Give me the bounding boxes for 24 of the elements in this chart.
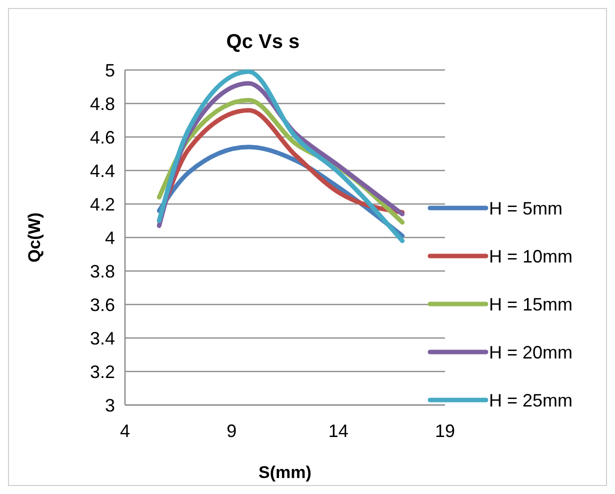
y-tick-label: 4.6	[90, 127, 115, 148]
y-tick-label: 4.8	[90, 94, 115, 114]
y-tick-label: 4.2	[90, 194, 115, 214]
y-axis-title: Qc(W)	[25, 212, 44, 263]
legend-label: H = 20mm	[489, 342, 573, 362]
y-tick-label: 4.4	[90, 160, 115, 181]
legend-label: H = 5mm	[489, 198, 563, 218]
x-axis-title: S(mm)	[258, 463, 312, 482]
x-tick-label: 19	[434, 421, 456, 441]
line-series	[156, 69, 405, 244]
y-tick-label: 3.8	[90, 261, 115, 282]
chart-title: Qc Vs s	[226, 31, 300, 53]
x-tick-label: 9	[226, 421, 237, 441]
y-tick-label: 4	[104, 228, 115, 248]
y-tick-label: 3.6	[90, 294, 115, 315]
y-tick-label: 3	[104, 395, 115, 416]
x-tick-label: 4	[120, 421, 130, 441]
y-tick-label: 3.4	[90, 328, 115, 348]
legend-label: H = 10mm	[489, 246, 573, 266]
y-tick-label: 5	[104, 60, 115, 80]
legend-label: H = 25mm	[489, 390, 573, 410]
x-tick-label: 14	[328, 421, 348, 441]
legend-label: H = 15mm	[489, 294, 573, 314]
y-tick-label: 3.2	[90, 362, 115, 382]
